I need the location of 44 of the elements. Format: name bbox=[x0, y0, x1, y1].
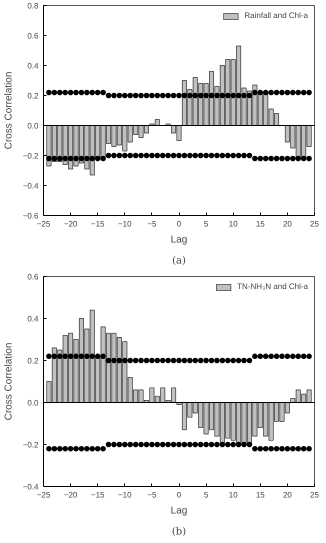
x-tick-label: −15 bbox=[90, 220, 106, 228]
x-tick-label: 0 bbox=[176, 490, 182, 500]
x-tick-label: −5 bbox=[147, 220, 158, 228]
x-tick-label: 15 bbox=[256, 490, 266, 500]
x-tick-label: 20 bbox=[282, 220, 292, 228]
text: (a) bbox=[172, 256, 186, 266]
y-tick-label: 0.2 bbox=[27, 92, 40, 100]
x-tick-label: −10 bbox=[118, 490, 132, 500]
legend-label: TN-NH₃N and Chl-a bbox=[237, 282, 308, 291]
x-tick-label: 10 bbox=[228, 490, 238, 500]
y-tick-label: −0.4 bbox=[22, 482, 40, 492]
x-tick-label: 0 bbox=[176, 220, 182, 228]
x-tick-label: 5 bbox=[204, 220, 209, 228]
text: (b) bbox=[172, 526, 186, 538]
x-tick-label: 10 bbox=[228, 220, 238, 228]
x-tick-label: −25 bbox=[36, 490, 51, 500]
y-tick-label: 0.6 bbox=[27, 272, 40, 282]
x-tick-label: 25 bbox=[310, 220, 320, 228]
x-axis-title: Lag bbox=[170, 234, 188, 246]
x-tick-label: −20 bbox=[64, 490, 78, 500]
y-tick-label: −0.6 bbox=[22, 212, 40, 220]
legend-label: Rainfall and Chl-a bbox=[244, 11, 308, 20]
x-tick-label: −15 bbox=[90, 490, 106, 500]
x-tick-label: −20 bbox=[64, 220, 78, 228]
y-axis-title: Cross Correlation bbox=[4, 72, 15, 150]
y-tick-label: 0.4 bbox=[27, 314, 40, 324]
x-tick-label: 5 bbox=[204, 490, 209, 500]
y-tick-label: −0.4 bbox=[22, 182, 40, 190]
x-tick-label: −5 bbox=[147, 490, 158, 500]
x-axis-title: Lag bbox=[170, 506, 188, 516]
y-tick-label: 0.0 bbox=[27, 122, 40, 130]
y-tick-label: 0.8 bbox=[27, 2, 40, 10]
y-tick-label: 0.6 bbox=[27, 32, 40, 40]
x-tick-label: 25 bbox=[310, 490, 320, 500]
x-tick-label: −25 bbox=[36, 220, 51, 228]
x-tick-label: −10 bbox=[118, 220, 132, 228]
y-tick-label: −0.2 bbox=[22, 152, 40, 160]
y-tick-label: −0.2 bbox=[22, 440, 40, 450]
y-axis-title: Cross Correlation bbox=[4, 342, 15, 420]
y-tick-label: 0.2 bbox=[27, 356, 40, 366]
y-tick-label: 0.0 bbox=[27, 398, 40, 408]
x-tick-label: 20 bbox=[282, 490, 292, 500]
y-tick-label: 0.4 bbox=[27, 62, 40, 70]
x-tick-label: 15 bbox=[256, 220, 266, 228]
